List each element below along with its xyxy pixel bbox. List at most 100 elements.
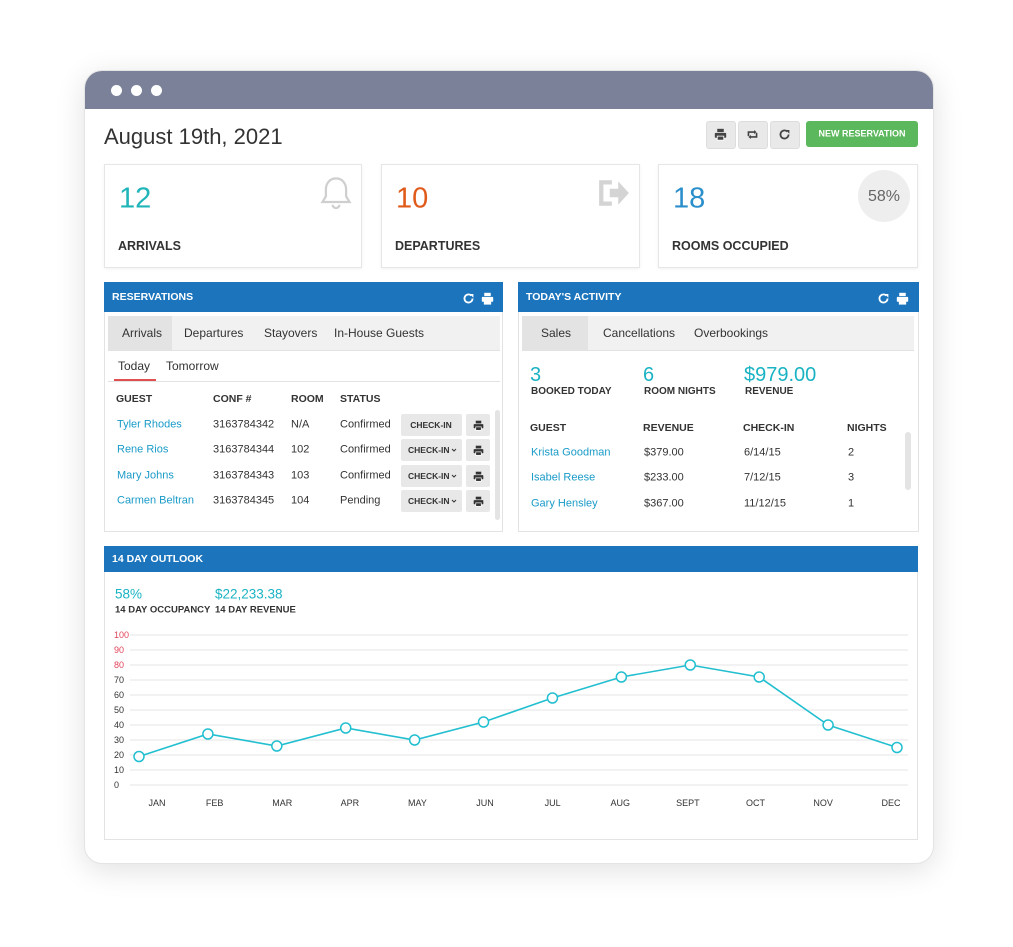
tab: Departures	[184, 326, 244, 340]
panel-header	[104, 546, 918, 572]
refresh-icon	[779, 129, 789, 139]
summary-value: 58%	[115, 586, 143, 602]
new-reservation-button[interactable]	[806, 121, 918, 147]
column-header: STATUS	[340, 392, 381, 405]
page-date: August 19th, 2021	[104, 124, 283, 149]
stat-value: 12	[119, 182, 152, 215]
icon-part	[474, 426, 482, 431]
table-cell: Confirmed	[340, 443, 391, 456]
check-in-button[interactable]	[401, 439, 462, 461]
occupancy-badge	[858, 170, 910, 222]
active-tab	[108, 316, 172, 350]
summary-label: ROOM NIGHTS	[644, 386, 716, 397]
column-header: REVENUE	[643, 421, 694, 434]
table-cell: 11/12/15	[744, 497, 787, 510]
table-cell: 2	[848, 446, 855, 459]
refresh-icon	[878, 293, 888, 303]
icon-part	[475, 496, 481, 499]
tab: In-House Guests	[334, 326, 425, 340]
button-label: CHECK-IN	[408, 444, 450, 455]
table-cell: N/A	[291, 418, 310, 431]
table-cell: $379.00	[644, 446, 684, 459]
table-cell: 3	[848, 471, 855, 484]
icon-part	[475, 420, 481, 423]
icon-part	[747, 130, 757, 138]
table-cell: 103	[291, 469, 310, 482]
guest-link: Rene Rios	[117, 443, 169, 456]
button-label: NEW RESERVATION	[818, 128, 906, 139]
panel-header	[104, 282, 503, 312]
retweet-icon	[747, 129, 757, 139]
table-cell: $233.00	[644, 471, 684, 484]
icon-part	[483, 292, 491, 296]
summary-label: 14 DAY OCCUPANCY	[115, 604, 211, 616]
panel-title: RESERVATIONS	[112, 290, 194, 303]
icon-part	[451, 448, 457, 452]
panel-header	[518, 282, 919, 312]
title-bar	[85, 71, 933, 109]
check-in-button[interactable]	[401, 490, 462, 512]
icon-part	[716, 135, 724, 141]
button-label: CHECK-IN	[408, 495, 450, 506]
column-header: CHECK-IN	[743, 421, 795, 434]
icon-part	[599, 180, 612, 206]
column-header: ROOM	[291, 392, 324, 405]
stat-label: ROOMS OCCUPIED	[672, 238, 789, 253]
toolbar-button[interactable]	[770, 121, 800, 149]
tab: Stayovers	[264, 326, 318, 340]
table-cell: 7/12/15	[744, 471, 781, 484]
column-header: CONF #	[213, 392, 252, 405]
guest-link: Mary Johns	[117, 469, 174, 482]
subtab-divider	[108, 381, 500, 382]
bell-icon	[320, 177, 352, 210]
column-header: GUEST	[530, 421, 567, 434]
toolbar-button[interactable]	[738, 121, 768, 149]
print-icon	[473, 471, 483, 482]
table-cell: $367.00	[644, 497, 684, 510]
scrollbar	[495, 410, 500, 520]
table-cell: 3163784345	[213, 494, 275, 507]
icon-part	[483, 299, 491, 305]
icon-part	[474, 451, 482, 456]
print-icon	[473, 445, 483, 456]
table-cell: 3163784342	[213, 418, 275, 431]
subtab: Today	[118, 359, 151, 373]
guest-link: Carmen Beltran	[117, 494, 195, 507]
window-dot	[111, 85, 122, 96]
panel-title: 14 DAY OUTLOOK	[112, 552, 204, 565]
panel-title: TODAY'S ACTIVITY	[526, 290, 622, 303]
check-in-button[interactable]	[401, 414, 462, 436]
check-in-button[interactable]	[401, 465, 462, 487]
button-label: CHECK-IN	[410, 419, 452, 430]
stat-label: DEPARTURES	[395, 238, 481, 253]
guest-link: Isabel Reese	[531, 471, 596, 484]
tab: Sales	[541, 326, 572, 340]
icon-part	[898, 292, 906, 296]
guest-link: Tyler Rhodes	[117, 418, 182, 431]
table-cell: 104	[291, 494, 310, 507]
chevron-icon	[451, 448, 457, 452]
column-header: GUEST	[116, 392, 153, 405]
icon-part	[475, 471, 481, 474]
window-dot	[151, 85, 162, 96]
table-cell: Confirmed	[340, 469, 391, 482]
table-cell: 102	[291, 443, 310, 456]
tab-bar	[108, 316, 500, 351]
icon-part	[779, 129, 789, 139]
print-icon	[481, 292, 493, 305]
icon-part	[609, 181, 629, 205]
icon-part	[474, 502, 482, 507]
tab: Overbookings	[694, 326, 769, 340]
icon-part	[463, 293, 473, 303]
summary-value: 6	[643, 364, 655, 386]
icon-part	[451, 499, 457, 503]
subtab-underline	[114, 379, 156, 381]
summary-value: $22,233.38	[215, 586, 283, 602]
table-cell: 1	[848, 497, 855, 510]
column-header: NIGHTS	[847, 421, 887, 434]
print-icon	[473, 496, 483, 507]
print-icon	[896, 292, 908, 305]
icon-part	[716, 128, 724, 132]
icon-part	[785, 129, 789, 134]
